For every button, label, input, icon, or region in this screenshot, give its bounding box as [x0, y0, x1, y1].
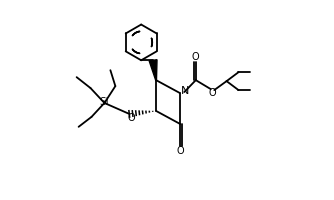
Text: Si: Si	[100, 97, 109, 107]
Text: O: O	[176, 146, 184, 156]
Polygon shape	[149, 60, 157, 80]
Text: O: O	[128, 113, 135, 123]
Text: O: O	[192, 52, 200, 62]
Text: N: N	[181, 86, 189, 96]
Text: O: O	[209, 88, 216, 98]
